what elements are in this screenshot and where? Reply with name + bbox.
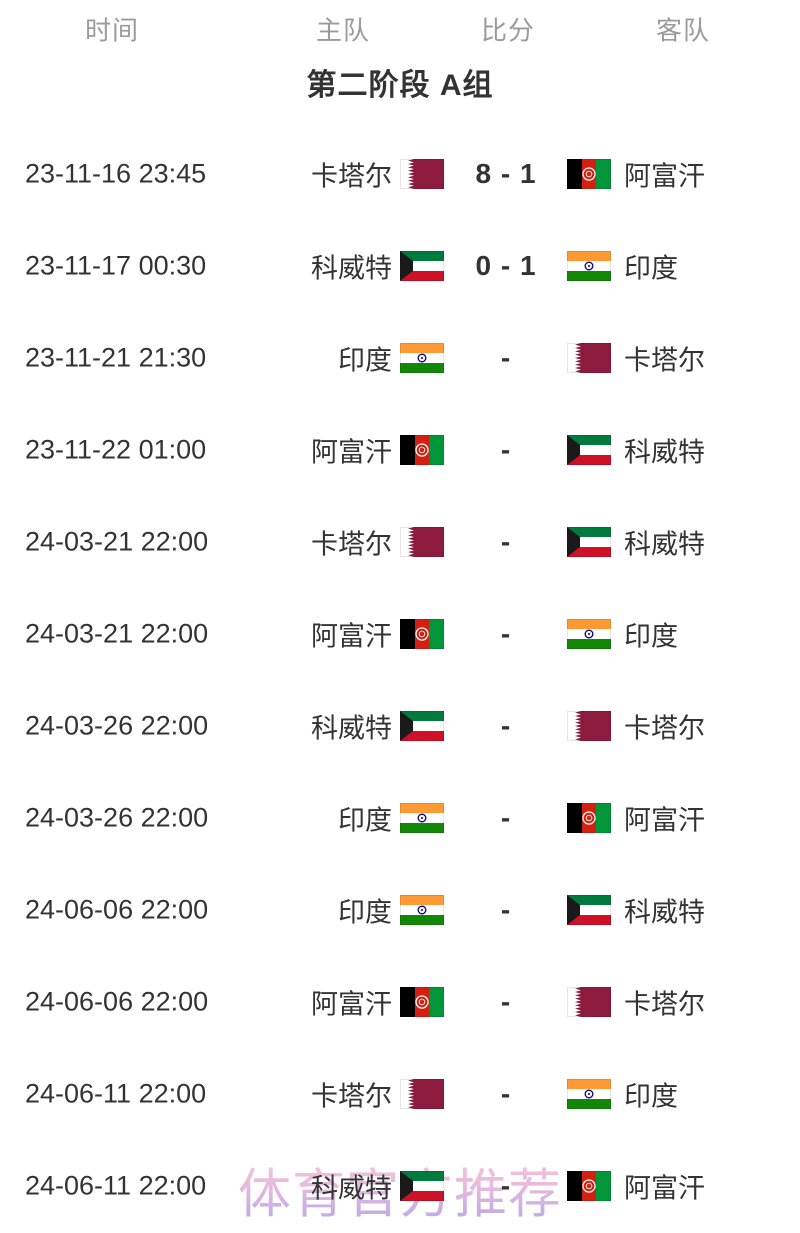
flag-qatar-icon [567, 711, 611, 741]
flag-kuwait-icon [400, 251, 444, 281]
column-header-home: 主队 [316, 15, 371, 46]
away-team-name: 科威特 [624, 529, 705, 560]
match-date: 24-03-21 22:00 [25, 526, 209, 557]
match-list: 23-11-16 23:45 卡塔尔 8 - 1 阿富汗 23-11-17 00… [0, 120, 800, 1232]
home-team-name: 印度 [338, 345, 392, 376]
home-team-name: 卡塔尔 [311, 529, 392, 560]
match-score: - [500, 526, 512, 557]
match-score: - [500, 1078, 512, 1109]
match-date: 24-03-21 22:00 [25, 618, 209, 649]
flag-kuwait-icon [567, 527, 611, 557]
match-date: 23-11-22 01:00 [25, 434, 207, 465]
away-team-name: 印度 [624, 1081, 678, 1112]
flag-india-icon [567, 1079, 611, 1109]
flag-kuwait-icon [400, 1171, 444, 1201]
away-team-name: 印度 [624, 621, 678, 652]
home-team-name: 印度 [338, 897, 392, 928]
flag-qatar-icon [567, 343, 611, 373]
match-date: 24-06-11 22:00 [25, 1170, 207, 1201]
match-row[interactable]: 23-11-17 00:30 科威特 0 - 1 印度 [0, 220, 800, 312]
flag-qatar-icon [400, 527, 444, 557]
home-team-name: 科威特 [311, 1173, 392, 1204]
column-header-score: 比分 [481, 15, 536, 46]
away-team-name: 阿富汗 [624, 1173, 705, 1204]
match-score: - [500, 1170, 512, 1201]
away-team-name: 卡塔尔 [624, 989, 705, 1020]
match-row[interactable]: 24-06-06 22:00 印度 - 科威特 [0, 864, 800, 956]
flag-kuwait-icon [567, 435, 611, 465]
match-score: 8 - 1 [475, 158, 537, 189]
flag-afghanistan-icon [400, 987, 444, 1017]
match-row[interactable]: 23-11-16 23:45 卡塔尔 8 - 1 阿富汗 [0, 128, 800, 220]
flag-india-icon [567, 251, 611, 281]
match-row[interactable]: 24-03-21 22:00 阿富汗 - 印度 [0, 588, 800, 680]
home-team-name: 阿富汗 [311, 989, 392, 1020]
match-date: 23-11-16 23:45 [25, 158, 207, 189]
match-row[interactable]: 24-03-21 22:00 卡塔尔 - 科威特 [0, 496, 800, 588]
flag-qatar-icon [400, 1079, 444, 1109]
match-row[interactable]: 24-06-11 22:00 卡塔尔 - 印度 [0, 1048, 800, 1140]
match-score: - [500, 894, 512, 925]
match-date: 24-03-26 22:00 [25, 710, 209, 741]
flag-afghanistan-icon [567, 803, 611, 833]
match-row[interactable]: 23-11-21 21:30 印度 - 卡塔尔 [0, 312, 800, 404]
match-score: - [500, 802, 512, 833]
match-score: - [500, 342, 512, 373]
flag-kuwait-icon [400, 711, 444, 741]
match-date: 24-06-06 22:00 [25, 894, 209, 925]
match-date: 24-03-26 22:00 [25, 802, 209, 833]
match-row[interactable]: 23-11-22 01:00 阿富汗 - 科威特 [0, 404, 800, 496]
table-header: 时间 主队 比分 客队 [0, 0, 800, 58]
group-title: 第二阶段 A组 [306, 69, 494, 102]
match-date: 24-06-11 22:00 [25, 1078, 207, 1109]
flag-qatar-icon [400, 159, 444, 189]
flag-india-icon [567, 619, 611, 649]
away-team-name: 卡塔尔 [624, 713, 705, 744]
home-team-name: 阿富汗 [311, 437, 392, 468]
flag-qatar-icon [567, 987, 611, 1017]
away-team-name: 卡塔尔 [624, 345, 705, 376]
match-row[interactable]: 24-03-26 22:00 科威特 - 卡塔尔 [0, 680, 800, 772]
match-date: 23-11-21 21:30 [25, 342, 207, 373]
match-row[interactable]: 24-06-06 22:00 阿富汗 - 卡塔尔 [0, 956, 800, 1048]
home-team-name: 卡塔尔 [311, 161, 392, 192]
flag-afghanistan-icon [400, 435, 444, 465]
match-score: - [500, 986, 512, 1017]
flag-afghanistan-icon [400, 619, 444, 649]
flag-india-icon [400, 343, 444, 373]
away-team-name: 印度 [624, 253, 678, 284]
match-score: - [500, 434, 512, 465]
home-team-name: 印度 [338, 805, 392, 836]
home-team-name: 科威特 [311, 253, 392, 284]
away-team-name: 阿富汗 [624, 805, 705, 836]
flag-afghanistan-icon [567, 1171, 611, 1201]
home-team-name: 阿富汗 [311, 621, 392, 652]
flag-afghanistan-icon [567, 159, 611, 189]
flag-india-icon [400, 803, 444, 833]
match-score: - [500, 618, 512, 649]
match-row[interactable]: 24-06-11 22:00 科威特 - 阿富汗 [0, 1140, 800, 1232]
match-date: 23-11-17 00:30 [25, 250, 207, 281]
flag-kuwait-icon [567, 895, 611, 925]
flag-india-icon [400, 895, 444, 925]
home-team-name: 卡塔尔 [311, 1081, 392, 1112]
away-team-name: 阿富汗 [624, 161, 705, 192]
column-header-time: 时间 [85, 15, 140, 46]
match-score: - [500, 710, 512, 741]
match-score: 0 - 1 [475, 250, 537, 281]
home-team-name: 科威特 [311, 713, 392, 744]
away-team-name: 科威特 [624, 897, 705, 928]
match-date: 24-06-06 22:00 [25, 986, 209, 1017]
column-header-away: 客队 [656, 15, 711, 46]
away-team-name: 科威特 [624, 437, 705, 468]
match-row[interactable]: 24-03-26 22:00 印度 - 阿富汗 [0, 772, 800, 864]
